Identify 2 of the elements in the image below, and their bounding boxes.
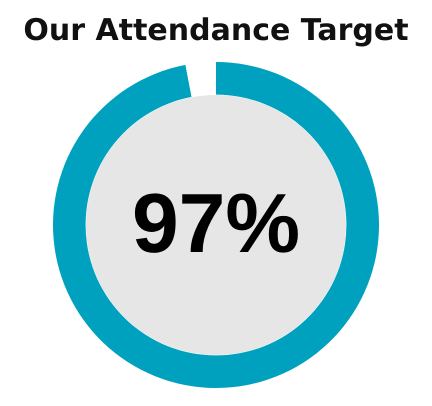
chart-title: Our Attendance Target — [23, 12, 409, 48]
data-label: 97% — [132, 176, 300, 270]
